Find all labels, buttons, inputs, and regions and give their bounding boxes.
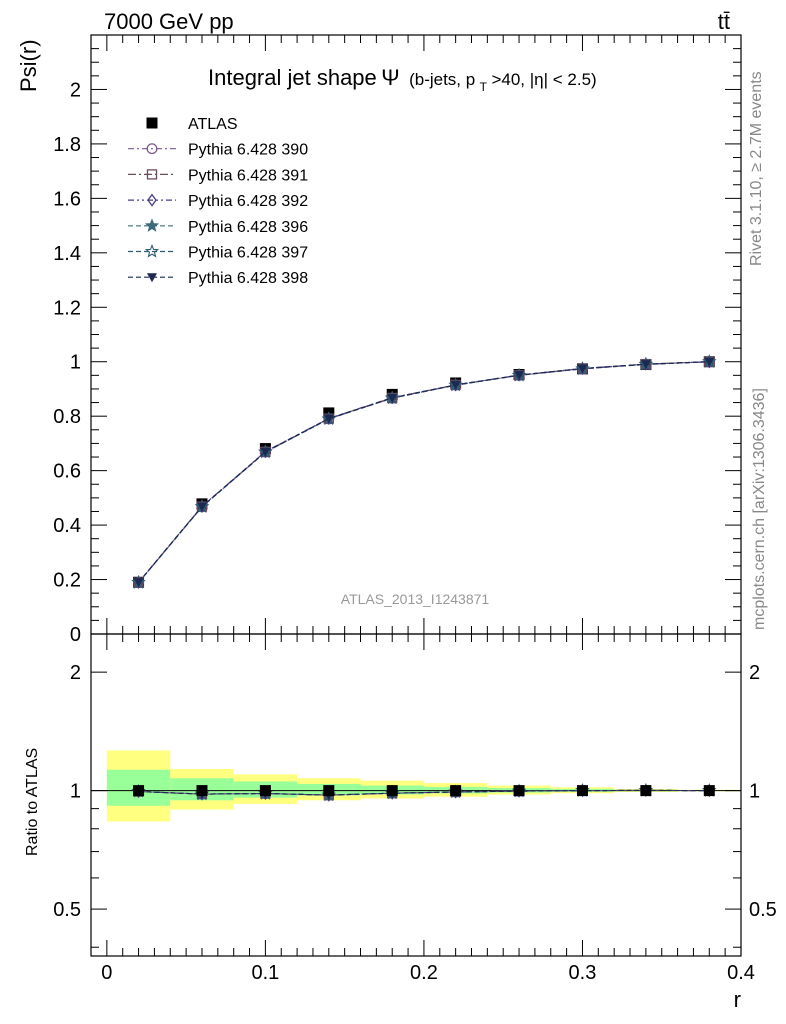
ratio-y-tick-label: 0.5 (53, 899, 81, 921)
x-axis-label: r (734, 987, 741, 1012)
y-axis-label-ratio: Ratio to ATLAS (24, 748, 41, 856)
ratio-line (138, 789, 710, 796)
legend: ATLAS Pythia 6.428 390 Pythia 6.428 391 Pyt… (128, 116, 308, 287)
x-tick-label: 0 (101, 962, 112, 984)
data-point (196, 502, 207, 512)
title-sub-T: T (480, 80, 488, 94)
legend-label: Pythia 6.428 396 (188, 219, 308, 236)
legend-entry: Pythia 6.428 392 (128, 193, 308, 210)
y-tick-label: 2 (70, 79, 81, 101)
ratio-y-tick-label: 2 (70, 662, 81, 684)
legend-entry: Pythia 6.428 391 (128, 167, 308, 184)
y-tick-label: 1.8 (53, 134, 81, 156)
x-tick-label: 0.2 (410, 962, 438, 984)
legend-marker (146, 117, 158, 129)
series-line (138, 361, 710, 583)
ratio-point (513, 785, 525, 797)
legend-marker (144, 243, 160, 258)
data-point (450, 380, 461, 390)
legend-marker (147, 273, 157, 283)
x-tick-label: 0.1 (251, 962, 279, 984)
ratio-series-layer (91, 782, 741, 802)
legend-label: Pythia 6.428 392 (188, 193, 308, 210)
y-tick-label: 0.6 (53, 461, 81, 483)
ratio-y-tick-label: 1 (70, 781, 81, 803)
legend-marker (147, 193, 157, 207)
title-main: Integral jet shape (208, 65, 377, 90)
x-tick-label: 0.4 (727, 962, 755, 984)
ratio-point (386, 785, 398, 797)
analysis-watermark: ATLAS_2013_I1243871 (341, 591, 490, 607)
legend-entry: Pythia 6.428 390 (128, 142, 308, 159)
legend-marker (144, 218, 160, 232)
mcplots-label: mcplots.cern.ch [arXiv:1306.3436] (751, 388, 768, 630)
series-line (138, 361, 710, 583)
ratio-point (323, 785, 335, 797)
ratio-frame (90, 633, 742, 957)
x-tick-label: 0.3 (569, 962, 597, 984)
y-tick-label: 0.2 (53, 570, 81, 592)
axes-layer: 0 0.2 0.4 0.6 0.8 1 1.2 1.4 1.6 1.8 2 0 0.1 0.2 0.3 0.4… (53, 34, 777, 984)
y-tick-label: 0.8 (53, 406, 81, 428)
data-point (577, 364, 588, 374)
series-line (138, 361, 710, 583)
main-title: Integral jet shape Ψ (b-jets, p T >40, |… (208, 65, 597, 95)
ratio-point (259, 785, 271, 797)
legend-label: Pythia 6.428 391 (188, 167, 308, 184)
series-pythia-6-428-398 (133, 357, 715, 588)
legend-entry: ATLAS (146, 116, 238, 133)
y-tick-label: 0 (70, 624, 81, 646)
data-point (323, 414, 334, 424)
ratio-point (576, 785, 588, 797)
process-label: tt̄ (718, 9, 730, 34)
energy-label: 7000 GeV pp (104, 9, 234, 34)
data-point (640, 360, 651, 370)
title-sub: (b-jets, p (409, 70, 475, 89)
series-pythia-6-428-397 (131, 354, 717, 589)
ratio-y-tick-label-right: 0.5 (749, 899, 777, 921)
ratio-point (133, 785, 145, 797)
ratio-reference-points (133, 785, 715, 797)
title-psi-symbol: Ψ (381, 65, 399, 90)
title-sub-rest: >40, |η| < 2.5) (491, 70, 596, 89)
y-axis-label-main: Psi(r) (16, 39, 41, 92)
y-tick-label: 1.6 (53, 188, 81, 210)
data-point (260, 447, 271, 457)
legend-entry: Pythia 6.428 397 (128, 243, 308, 262)
ratio-point (703, 785, 715, 797)
data-point (704, 357, 715, 367)
data-point (387, 393, 398, 403)
legend-entry: Pythia 6.428 396 (128, 218, 308, 236)
ratio-point (640, 785, 652, 797)
ratio-y-tick-label-right: 2 (749, 662, 760, 684)
series-line (138, 361, 710, 583)
legend-marker (146, 169, 158, 180)
legend-entry: Pythia 6.428 398 (128, 270, 308, 287)
ratio-point (196, 785, 208, 797)
y-tick-label: 1.2 (53, 297, 81, 319)
y-tick-label: 1 (70, 352, 81, 374)
series-line (138, 361, 710, 583)
y-tick-label: 0.4 (53, 515, 81, 537)
ratio-y-tick-label-right: 1 (749, 781, 760, 803)
data-point (133, 578, 144, 588)
ratio-point (450, 785, 462, 797)
data-point (514, 371, 525, 381)
legend-marker (146, 143, 158, 155)
legend-label: Pythia 6.428 398 (188, 270, 308, 287)
rivet-label: Rivet 3.1.10, ≥ 2.7M events (748, 71, 765, 266)
series-pythia-6-428-396 (131, 354, 717, 589)
legend-label: ATLAS (188, 116, 238, 133)
main-series-layer (131, 354, 717, 589)
y-tick-label: 1.4 (53, 243, 81, 265)
legend-label: Pythia 6.428 390 (188, 142, 308, 159)
series-line (138, 361, 710, 583)
legend-label: Pythia 6.428 397 (188, 245, 308, 262)
